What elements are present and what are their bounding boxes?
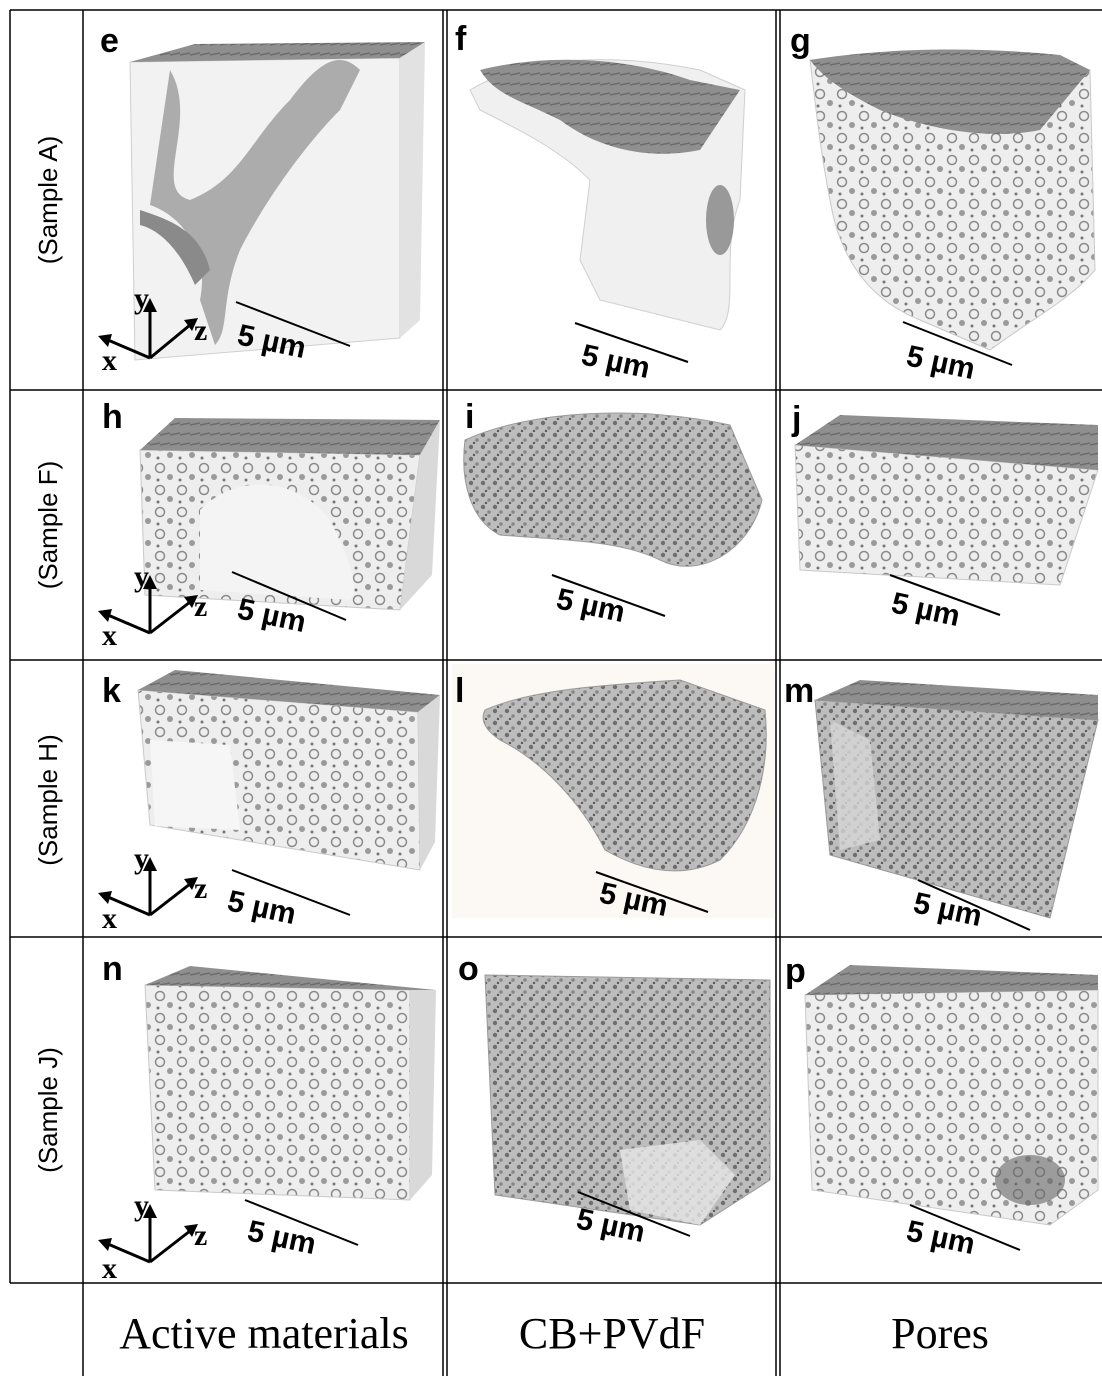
panel-o: o 5 µm (458, 950, 771, 1249)
scale-bar-o (577, 1191, 691, 1237)
axis-label-z: z (194, 872, 207, 905)
axis-label-y: y (134, 560, 149, 593)
panel-letter-p: p (785, 952, 806, 990)
scale-bar-h (231, 571, 347, 621)
scale-label-p: 5 µm (904, 1215, 978, 1262)
volume-render-p (804, 965, 1099, 1226)
axis-label-z: z (194, 314, 207, 347)
panel-letter-g: g (790, 22, 811, 60)
row-label-sample-j: (Sample J) (33, 1047, 63, 1173)
axis-label-x: x (102, 1252, 117, 1285)
panel-letter-l: l (455, 672, 464, 710)
axis-label-x: x (102, 902, 117, 935)
volume-render-h (139, 418, 440, 611)
panel-m: m 5 µm (784, 672, 1099, 933)
axis-label-x: x (102, 619, 117, 652)
panel-e: e y z x 5 µm (98, 22, 425, 377)
axis-triad-h (98, 857, 198, 917)
volume-render-f (469, 59, 746, 331)
volume-render-j (794, 415, 1099, 586)
panel-f: f 5 µm (455, 20, 746, 385)
panel-letter-i: i (465, 398, 474, 436)
volume-render-m (814, 680, 1099, 919)
scale-bar-p (909, 1204, 1021, 1251)
axis-label-x: x (102, 344, 117, 377)
column-label-pores: Pores (891, 1309, 989, 1358)
volume-render-k (137, 670, 440, 871)
panel-i: i 5 µm (463, 398, 763, 630)
panel-letter-o: o (458, 950, 479, 988)
panel-p: p 5 µm (785, 952, 1099, 1262)
panel-j: j 5 µm (791, 400, 1099, 634)
volume-render-l (452, 664, 774, 918)
grid-lines (9, 9, 1102, 1376)
row-label-sample-a: (Sample A) (33, 136, 63, 265)
panel-g: g 5 µm (790, 22, 1096, 386)
panel-letter-k: k (102, 672, 121, 710)
scale-bar-m (917, 879, 1031, 931)
volume-render-n (144, 966, 436, 1201)
panel-letter-h: h (102, 398, 123, 436)
scale-bar-j (889, 574, 1001, 616)
volume-render-i (463, 412, 763, 567)
scale-bar-l (595, 871, 709, 913)
axis-triad-f (98, 575, 198, 635)
panel-letter-m: m (784, 672, 814, 710)
panel-l: l 5 µm (452, 664, 774, 923)
axis-triad-a (98, 298, 198, 360)
column-label-active-materials: Active materials (119, 1309, 409, 1358)
column-label-cb-pvdf: CB+PVdF (519, 1309, 705, 1358)
panel-letter-n: n (102, 950, 123, 988)
scale-bar-n (244, 1199, 359, 1246)
axis-triad-j (98, 1204, 198, 1264)
scale-bar-e (235, 301, 351, 347)
scale-bar-g (902, 321, 1013, 366)
row-label-sample-f: (Sample F) (33, 461, 63, 590)
scale-label-i: 5 µm (554, 583, 628, 630)
axis-label-y: y (134, 842, 149, 875)
scale-label-n: 5 µm (245, 1215, 319, 1262)
panel-letter-e: e (100, 22, 119, 60)
volume-render-o (484, 974, 771, 1226)
scale-label-j: 5 µm (889, 587, 963, 634)
scale-bar-k (231, 869, 351, 916)
scale-bar-f (574, 322, 689, 363)
axis-label-y: y (134, 1189, 149, 1222)
volume-render-g (809, 49, 1096, 351)
axis-label-y: y (134, 282, 149, 315)
axis-label-z: z (194, 1219, 207, 1252)
panel-n: n y z x 5 µm (98, 950, 436, 1285)
volume-render-e (129, 42, 425, 361)
panel-k: k y z x 5 µm (98, 670, 440, 935)
panel-h: h y z x 5 µm (98, 398, 440, 652)
panel-letter-f: f (455, 20, 467, 58)
panel-letter-j: j (791, 400, 801, 438)
row-label-sample-h: (Sample H) (33, 734, 63, 865)
scale-bar-i (551, 574, 666, 617)
axis-label-z: z (194, 590, 207, 623)
